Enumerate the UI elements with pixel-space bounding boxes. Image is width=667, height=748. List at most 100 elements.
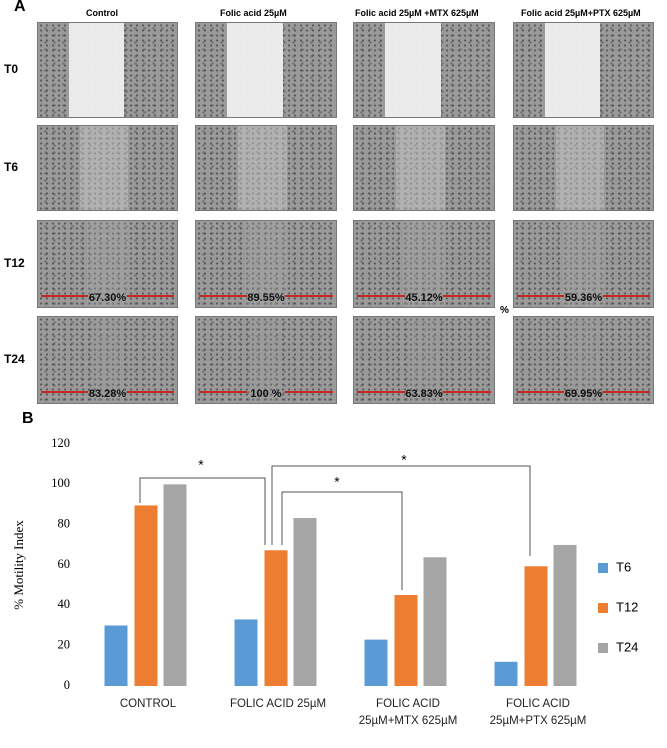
- bar: [494, 661, 518, 686]
- closure-label: 89.55%: [247, 292, 285, 304]
- arrow: [199, 295, 247, 297]
- closure-label: 67.30%: [88, 292, 127, 304]
- y-tick-label: 40: [58, 597, 71, 611]
- wound-gap: [555, 126, 605, 210]
- wound-gap: [403, 221, 445, 307]
- legend-swatch: [598, 563, 608, 573]
- wound-gap: [396, 126, 445, 210]
- wound-gap: [79, 126, 129, 210]
- y-tick-label: 100: [51, 476, 70, 490]
- legend-label: T6: [616, 559, 631, 574]
- y-tick-label: 0: [64, 678, 70, 692]
- micrograph: 69.95%: [513, 316, 654, 404]
- significance-star: *: [401, 452, 407, 468]
- stray-mark: %: [500, 305, 509, 316]
- row-label: T24: [4, 352, 25, 366]
- legend-label: T24: [616, 639, 638, 654]
- wound-gap: [226, 23, 283, 117]
- bar: [553, 544, 577, 686]
- closure-label: 69.95%: [564, 388, 603, 400]
- row-label: T6: [4, 160, 19, 174]
- bar: [364, 639, 388, 686]
- wound-gap: [86, 221, 129, 307]
- arrow: [602, 295, 650, 297]
- bar: [264, 550, 288, 686]
- bar: [524, 566, 548, 686]
- arrow: [285, 295, 333, 297]
- arrow: [443, 391, 491, 393]
- micrograph: [353, 22, 495, 118]
- arrow: [126, 391, 174, 393]
- significance-star: *: [334, 474, 340, 490]
- legend-swatch: [598, 603, 608, 613]
- micrograph: [513, 22, 654, 118]
- micrograph: [513, 125, 654, 211]
- arrow: [41, 295, 89, 297]
- micrograph: 45.12%: [353, 220, 495, 308]
- closure-label: 59.36%: [564, 292, 603, 304]
- wound-gap: [68, 23, 125, 117]
- column-header: Folic acid 25µM: [220, 8, 287, 18]
- bar: [293, 518, 317, 686]
- panel-label: A: [14, 0, 26, 15]
- arrow: [517, 391, 565, 393]
- column-header: Folic acid 25µM +MTX 625µM: [355, 8, 479, 18]
- arrow: [443, 295, 491, 297]
- arrow: [41, 391, 89, 393]
- panel-label: B: [22, 410, 34, 427]
- arrow: [285, 391, 333, 393]
- row-label: T0: [4, 62, 19, 76]
- micrograph: 63.83%: [353, 316, 495, 404]
- wound-gap: [252, 317, 280, 403]
- y-tick-label: 80: [58, 517, 71, 531]
- micrograph: 67.30%: [37, 220, 178, 308]
- x-tick-label: FOLIC ACID 25µM+MTX 625µM: [358, 698, 458, 727]
- micrograph: [353, 125, 495, 211]
- bar: [394, 595, 418, 686]
- arrow: [126, 295, 174, 297]
- arrow: [357, 391, 405, 393]
- arrow: [199, 391, 247, 393]
- y-tick-label: 60: [58, 557, 71, 571]
- y-tick-label: 20: [58, 638, 71, 652]
- closure-label: 100 %: [250, 388, 282, 400]
- micrograph: [37, 125, 178, 211]
- row-label: T12: [4, 256, 25, 270]
- bar: [134, 505, 158, 686]
- bar: [234, 619, 258, 686]
- significance-star: *: [198, 457, 204, 473]
- wound-gap: [245, 221, 287, 307]
- micrograph: [195, 22, 337, 118]
- y-tick-label: 120: [51, 436, 70, 450]
- wound-gap: [238, 126, 287, 210]
- micrograph: [37, 22, 178, 118]
- closure-label: 83.28%: [88, 388, 127, 400]
- legend-swatch: [598, 643, 608, 653]
- wound-gap: [569, 317, 598, 403]
- closure-label: 45.12%: [405, 292, 443, 304]
- wound-gap: [93, 317, 122, 403]
- arrow: [517, 295, 565, 297]
- significance-brackets: [139, 465, 531, 590]
- wound-gap: [410, 317, 438, 403]
- x-tick-label: FOLIC ACID 25µM+PTX 625µM: [489, 698, 587, 727]
- bar: [104, 625, 128, 686]
- legend-label: T12: [616, 599, 638, 614]
- micrograph: 100 %: [195, 316, 337, 404]
- bar: [423, 557, 447, 686]
- wound-gap: [544, 23, 601, 117]
- y-axis-label: % Motility Index: [11, 520, 26, 610]
- x-tick-label: CONTROL: [119, 698, 177, 710]
- x-tick-label: FOLIC ACID 25µM: [229, 698, 327, 710]
- micrograph: [195, 125, 337, 211]
- micrograph: 89.55%: [195, 220, 337, 308]
- micrograph: 83.28%: [37, 316, 178, 404]
- wound-gap: [384, 23, 441, 117]
- arrow: [602, 391, 650, 393]
- column-header: Folic acid 25µM+PTX 625µM: [521, 8, 641, 18]
- bar: [163, 484, 187, 686]
- column-header: Control: [86, 8, 118, 18]
- micrograph: 59.36%: [513, 220, 654, 308]
